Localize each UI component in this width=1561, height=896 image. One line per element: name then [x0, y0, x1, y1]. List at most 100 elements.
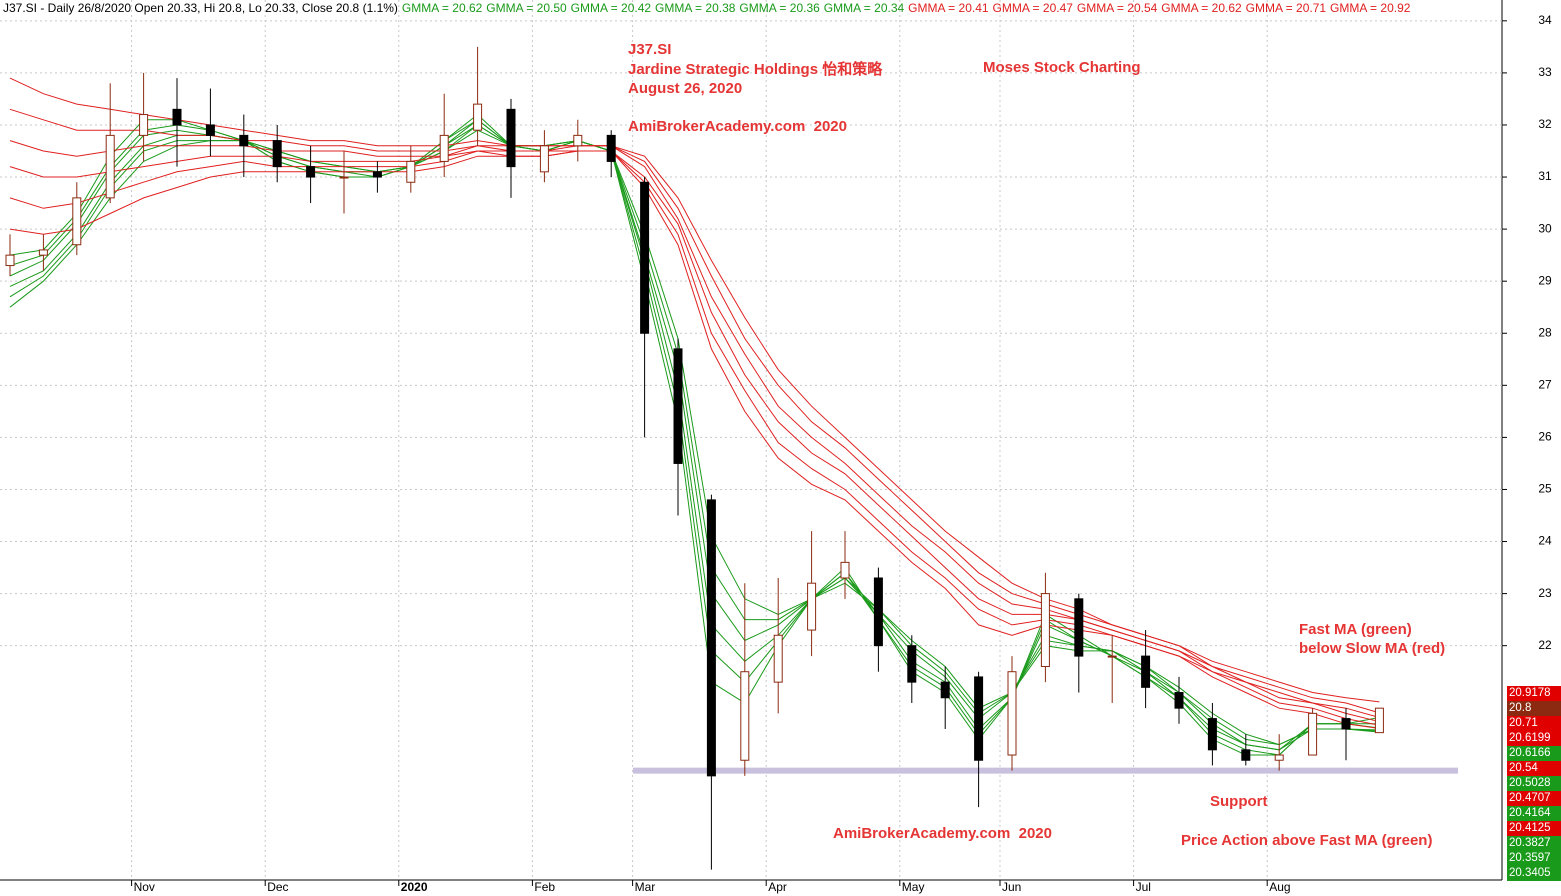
last-value-label: 20.5028: [1507, 776, 1561, 791]
candle-body: [1341, 718, 1351, 730]
candle-body: [1274, 754, 1284, 761]
y-tick-label: 22: [1538, 638, 1552, 652]
candle-body: [439, 134, 449, 162]
candle-body: [272, 140, 282, 168]
candle-body: [105, 134, 115, 199]
annotation: Moses Stock Charting: [983, 59, 1141, 76]
candle-body: [473, 103, 483, 131]
y-tick-label: 28: [1538, 325, 1552, 339]
x-tick-label: Jun: [1002, 880, 1021, 894]
last-value-label: 20.6199: [1507, 731, 1561, 746]
last-value-labels: 20.9178 20.8 20.71 20.6199 20.6166 20.54 20.50…: [1507, 686, 1561, 881]
y-tick-label: 24: [1538, 534, 1552, 548]
candle-body: [1207, 718, 1217, 751]
y-tick-label: 34: [1538, 13, 1552, 27]
annotation: J37.SI: [628, 41, 671, 58]
y-tick-label: 32: [1538, 117, 1552, 131]
gmma-line: [9, 119, 1380, 756]
candle-body: [306, 166, 316, 178]
candle-body: [539, 145, 549, 173]
x-tick-label: Aug: [1269, 880, 1290, 894]
candle-body: [1241, 749, 1251, 761]
last-value-label: 20.9178: [1507, 686, 1561, 701]
legend-entry: GMMA = 20.41: [908, 1, 989, 15]
y-tick-label: 26: [1538, 430, 1552, 444]
x-tick-label: Dec: [267, 880, 288, 894]
candle-body: [873, 577, 883, 647]
gmma-line: [9, 150, 1380, 726]
candle-body: [1040, 593, 1050, 668]
legend-entry: GMMA = 20.54: [1076, 1, 1158, 15]
gmma-line: [9, 140, 1380, 718]
annotation: AmiBrokerAcademy.com 2020: [628, 118, 847, 135]
x-tick-label: May: [902, 880, 925, 894]
candle-body: [940, 681, 950, 699]
legend-entry: GMMA = 20.47: [992, 1, 1073, 15]
legend-entry: GMMA = 20.36: [739, 1, 820, 15]
annotation: August 26, 2020: [628, 80, 742, 97]
annotation: below Slow MA (red): [1299, 640, 1445, 657]
last-value-label: 20.3405: [1507, 866, 1561, 881]
candle-body: [372, 171, 382, 178]
candle-body: [239, 134, 249, 147]
gmma-line: [9, 129, 1380, 746]
candle-body: [740, 671, 750, 761]
last-value-label: 20.3597: [1507, 851, 1561, 866]
candle-body: [706, 499, 716, 777]
candle-body: [673, 348, 683, 464]
candle-body: [1074, 598, 1084, 657]
candle-body: [72, 197, 82, 246]
y-tick-label: 27: [1538, 377, 1552, 391]
legend-entry: GMMA = 20.62: [1161, 1, 1242, 15]
candle-body: [907, 645, 917, 683]
candle-body: [1308, 712, 1318, 756]
last-value-label: 20.54: [1507, 761, 1561, 776]
chart-header: J37.SI - Daily 26/8/2020 Open 20.33, Hi …: [3, 1, 1414, 15]
candle-body: [1374, 707, 1384, 734]
last-value-label: 20.3827: [1507, 836, 1561, 851]
last-value-label: 20.71: [1507, 716, 1561, 731]
x-tick-label: Apr: [768, 880, 787, 894]
candle-body: [172, 108, 182, 126]
y-tick-label: 31: [1538, 169, 1552, 183]
candle-body: [1141, 655, 1151, 688]
candle-body: [1107, 655, 1117, 658]
candle-body: [406, 160, 416, 183]
candle-body: [205, 124, 215, 136]
candle-body: [5, 254, 15, 267]
x-tick-label: Jul: [1136, 880, 1151, 894]
y-tick-label: 33: [1538, 65, 1552, 79]
candle-body: [506, 108, 516, 168]
y-tick-label: 29: [1538, 273, 1552, 287]
candle-body: [139, 114, 149, 136]
candle-body: [339, 176, 349, 179]
legend-entry: GMMA = 20.92: [1330, 1, 1411, 15]
gmma-line: [9, 77, 1380, 703]
candle-body: [773, 634, 783, 683]
x-tick-label: Mar: [635, 880, 656, 894]
y-tick-label: 23: [1538, 586, 1552, 600]
candle-body: [974, 676, 984, 761]
candle-body: [38, 249, 48, 256]
annotation: AmiBrokerAcademy.com 2020: [833, 825, 1052, 842]
candle-body: [840, 561, 850, 579]
candle-body: [1007, 671, 1017, 756]
candle-body: [640, 181, 650, 334]
last-value-label: 20.4164: [1507, 806, 1561, 821]
annotation: Jardine Strategic Holdings 怡和策略: [628, 60, 883, 78]
last-value-label: 20.4125: [1507, 821, 1561, 836]
legend-entry: GMMA = 20.42: [570, 1, 652, 15]
chart-title: J37.SI - Daily 26/8/2020 Open 20.33, Hi …: [3, 1, 398, 15]
x-tick-label: 2020: [401, 880, 428, 894]
legend-entry: GMMA = 20.62: [401, 1, 483, 15]
candle-body: [606, 134, 616, 162]
candle-body: [573, 134, 583, 147]
y-tick-label: 25: [1538, 482, 1552, 496]
last-value-label: 20.4707: [1507, 791, 1561, 806]
legend-entry: GMMA = 20.50: [486, 1, 567, 15]
last-value-label: 20.8: [1507, 701, 1561, 716]
y-tick-label: 30: [1538, 221, 1552, 235]
candle-body: [1174, 692, 1184, 709]
